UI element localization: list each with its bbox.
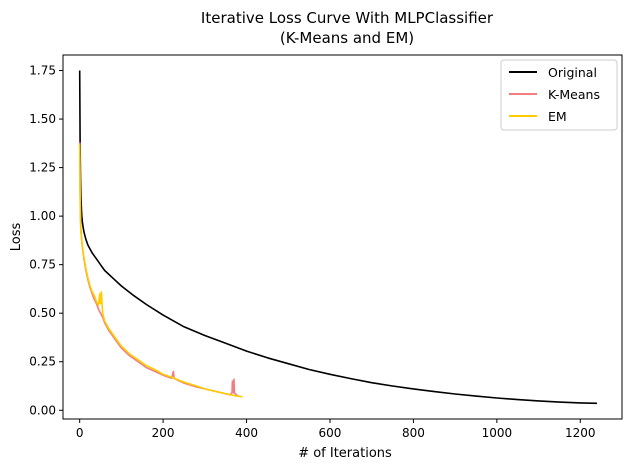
x-tick-label: 600 bbox=[319, 426, 342, 440]
y-tick-label: 0.00 bbox=[29, 403, 56, 417]
series-line-original bbox=[78, 70, 598, 405]
chart-title-line-2: (K-Means and EM) bbox=[280, 29, 414, 47]
x-tick-label: 1200 bbox=[565, 426, 596, 440]
ticks-layer: 0 200 400 600 800 1000 1200 0.00 0.25 0.50 0.75 1.0… bbox=[29, 64, 595, 440]
x-tick-label: 400 bbox=[235, 426, 258, 440]
y-tick-label: 0.25 bbox=[29, 355, 56, 369]
y-tick-label: 1.25 bbox=[29, 161, 56, 175]
plot-frame bbox=[62, 54, 623, 420]
x-tick-label: 800 bbox=[402, 426, 425, 440]
y-tick-label: 1.75 bbox=[29, 64, 56, 78]
y-axis-label: Loss bbox=[9, 223, 24, 252]
plot-area bbox=[78, 70, 598, 405]
x-tick-label: 200 bbox=[152, 426, 175, 440]
series-layer bbox=[78, 70, 598, 405]
y-tick-label: 0.50 bbox=[29, 306, 56, 320]
y-tick-label: 1.50 bbox=[29, 112, 56, 126]
x-tick-label: 0 bbox=[76, 426, 84, 440]
legend-label-original: Original bbox=[548, 65, 597, 80]
legend-label-em: EM bbox=[548, 109, 567, 124]
x-axis-label: # of Iterations bbox=[298, 446, 392, 461]
legend-label-kmeans: K-Means bbox=[548, 87, 600, 102]
y-tick-label: 0.75 bbox=[29, 258, 56, 272]
legend-box bbox=[500, 59, 618, 131]
y-tick-label: 1.00 bbox=[29, 209, 56, 223]
legend: Original K-Means EM bbox=[500, 59, 618, 131]
chart-title-line-1: Iterative Loss Curve With MLPClassifier bbox=[201, 9, 494, 27]
series-line-em bbox=[78, 144, 243, 398]
x-tick-label: 1000 bbox=[482, 426, 513, 440]
